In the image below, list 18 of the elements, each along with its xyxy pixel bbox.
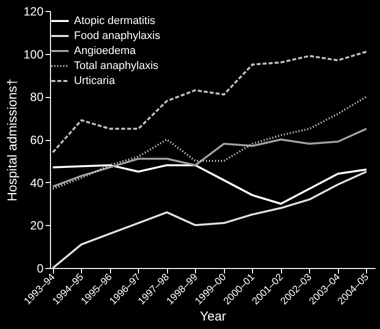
x-axis-title: Year xyxy=(200,308,227,324)
line-series xyxy=(52,128,368,188)
y-tick-label: 120 xyxy=(23,4,44,18)
y-tick-label: 40 xyxy=(30,176,44,190)
legend-label: Urticaria xyxy=(74,75,116,87)
line-series xyxy=(52,96,368,190)
line-series xyxy=(52,164,368,205)
line-series xyxy=(52,170,368,269)
legend-label: Angioedema xyxy=(74,45,137,57)
y-tick-label: 100 xyxy=(23,47,44,62)
y-tick-label: 20 xyxy=(30,218,44,233)
y-axis-title: Hospital admissions† xyxy=(4,78,20,202)
legend-label: Food anaphylaxis xyxy=(74,30,161,42)
y-tick-label: 80 xyxy=(30,90,44,104)
legend-label: Total anaphylaxis xyxy=(74,60,159,72)
y-tick-label: 0 xyxy=(36,262,44,276)
legend-label: Atopic dermatitis xyxy=(74,15,156,27)
y-tick-label: 60 xyxy=(30,133,44,147)
